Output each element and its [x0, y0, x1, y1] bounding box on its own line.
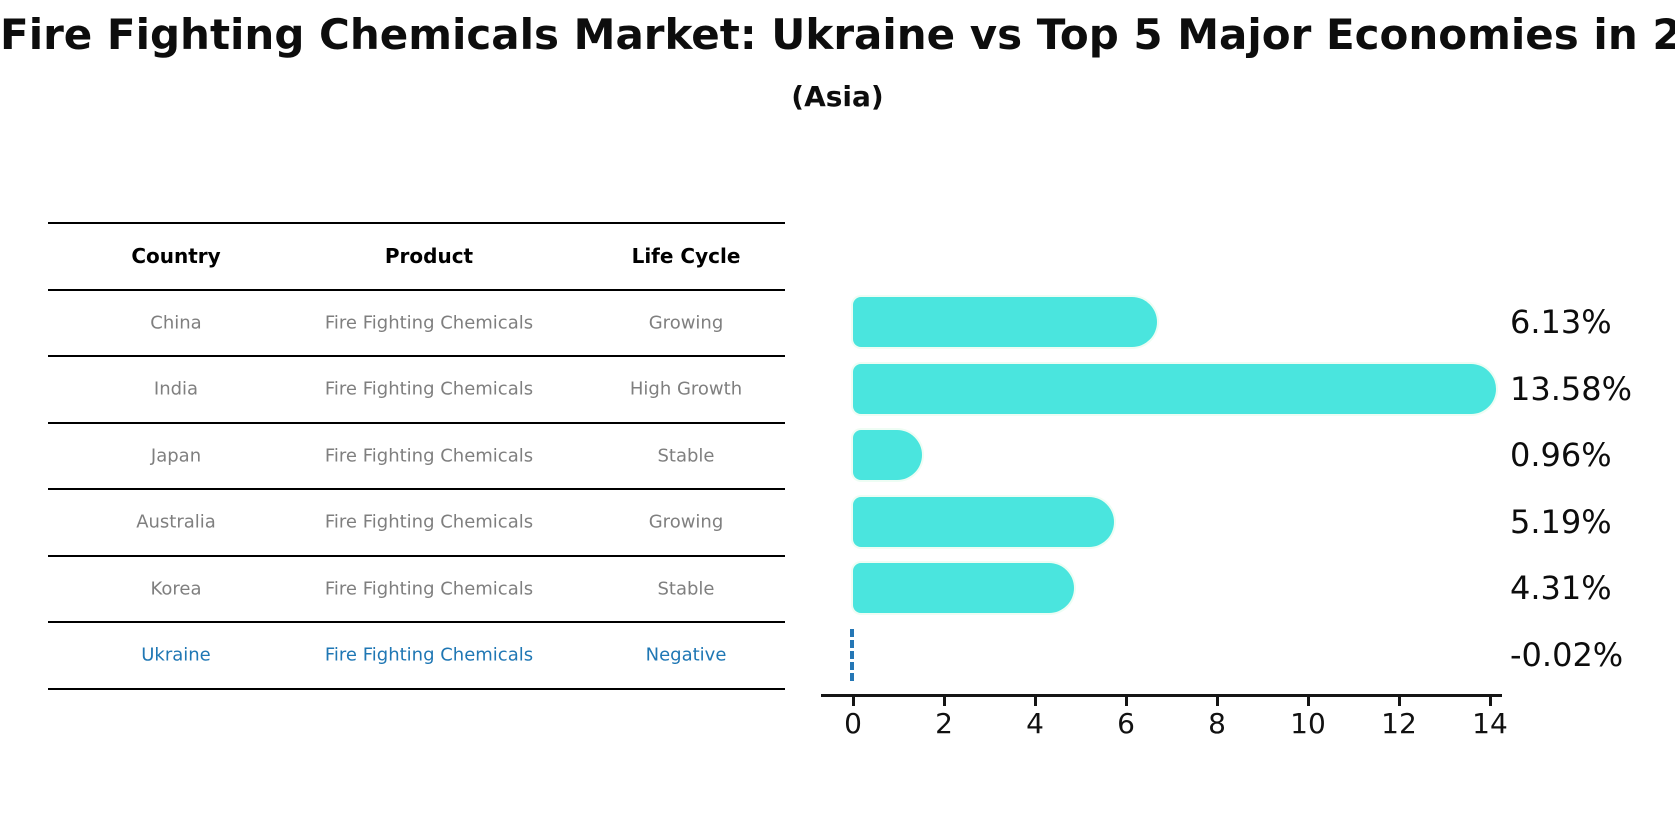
x-tick-mark-14 — [1488, 697, 1492, 706]
table-row-korea: Korea Fire Fighting Chemicals Stable — [48, 554, 785, 622]
x-tick-label-6: 6 — [1117, 707, 1135, 740]
x-tick-mark-0 — [851, 697, 855, 706]
table-row-india: India Fire Fighting Chemicals High Growth — [48, 355, 785, 422]
x-tick-mark-2 — [942, 697, 946, 706]
column-header-life-cycle: Life Cycle — [631, 244, 741, 269]
table-header-row: Country Product Life Cycle — [48, 222, 785, 289]
value-label-india: 13.58% — [1510, 369, 1633, 408]
cell-country: China — [150, 312, 202, 334]
cell-life-cycle: Stable — [657, 445, 715, 467]
table-row-china: China Fire Fighting Chemicals Growing — [48, 288, 785, 356]
bar-korea — [853, 563, 1075, 613]
cell-country: India — [153, 378, 199, 400]
value-label-japan: 0.96% — [1510, 436, 1612, 474]
column-header-product: Product — [384, 244, 474, 269]
cell-country: Australia — [136, 511, 216, 533]
x-tick-label-10: 10 — [1290, 707, 1326, 740]
cell-life-cycle: Stable — [657, 578, 715, 600]
x-tick-mark-10 — [1306, 697, 1310, 706]
x-tick-mark-12 — [1397, 697, 1401, 706]
value-label-korea: 4.31% — [1510, 569, 1612, 607]
cell-life-cycle: Growing — [648, 511, 724, 533]
x-tick-mark-8 — [1215, 697, 1219, 706]
bar-china — [853, 297, 1157, 347]
cell-product: Fire Fighting Chemicals — [324, 511, 534, 533]
x-tick-label-4: 4 — [1026, 707, 1044, 740]
table-row-japan: Japan Fire Fighting Chemicals Stable — [48, 421, 785, 489]
x-tick-mark-4 — [1033, 697, 1037, 706]
cell-country: Ukraine — [141, 644, 211, 666]
bar-india — [853, 363, 1496, 414]
cell-country: Korea — [150, 578, 202, 600]
x-tick-label-2: 2 — [935, 707, 953, 740]
x-tick-mark-6 — [1124, 697, 1128, 706]
cell-product: Fire Fighting Chemicals — [324, 445, 534, 467]
cell-product: Fire Fighting Chemicals — [324, 378, 534, 400]
x-axis-line — [821, 694, 1502, 697]
x-tick-label-14: 14 — [1472, 707, 1508, 740]
table-row-ukraine: Ukraine Fire Fighting Chemicals Negative — [48, 621, 785, 688]
cell-life-cycle: High Growth — [629, 378, 743, 400]
cell-product: Fire Fighting Chemicals — [324, 644, 534, 666]
value-label-ukraine: -0.02% — [1510, 635, 1624, 674]
cell-life-cycle: Growing — [648, 312, 724, 334]
column-header-country: Country — [131, 244, 221, 269]
cell-country: Japan — [150, 445, 202, 467]
x-tick-label-12: 12 — [1381, 707, 1417, 740]
bar-japan — [853, 430, 922, 480]
bar-australia — [853, 496, 1115, 547]
value-label-china: 6.13% — [1510, 303, 1612, 341]
negative-bar-marker-ukraine — [850, 628, 854, 681]
cell-product: Fire Fighting Chemicals — [324, 578, 534, 600]
x-tick-label-0: 0 — [844, 707, 862, 740]
cell-life-cycle: Negative — [645, 644, 727, 666]
country-table: Country Product Life Cycle China Fire Fig… — [48, 222, 785, 690]
x-tick-label-8: 8 — [1208, 707, 1226, 740]
chart-subtitle: (Asia) — [791, 80, 884, 113]
chart-title: Fire Fighting Chemicals Market: Ukraine … — [0, 10, 1675, 59]
value-label-australia: 5.19% — [1510, 502, 1612, 541]
cell-product: Fire Fighting Chemicals — [324, 312, 534, 334]
table-row-australia: Australia Fire Fighting Chemicals Growing — [48, 488, 785, 555]
